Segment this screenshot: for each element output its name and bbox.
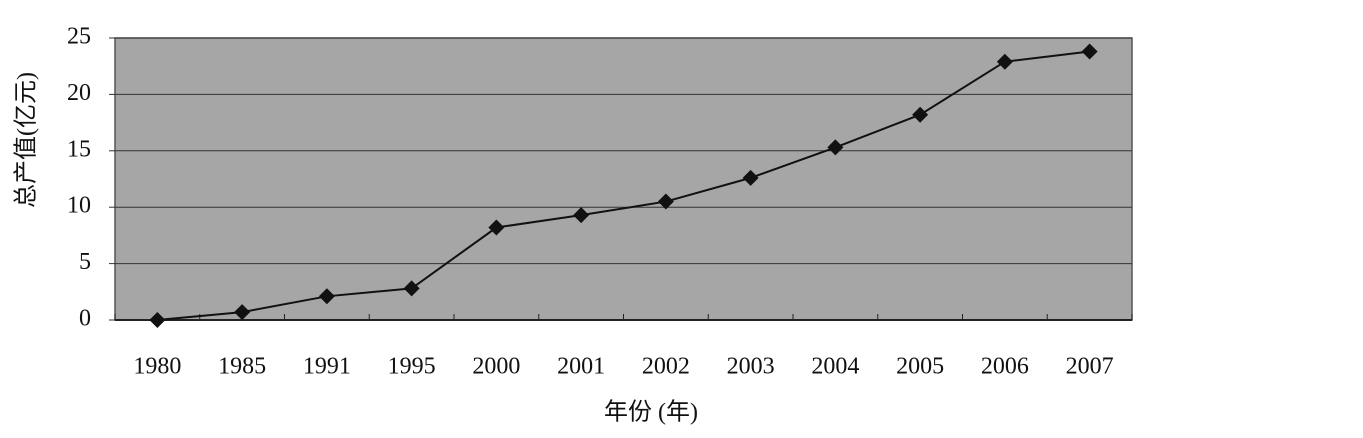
marker xyxy=(657,193,674,210)
marker xyxy=(403,280,420,297)
x-tick-label: 2007 xyxy=(1066,354,1114,380)
x-tick-label: 2002 xyxy=(642,354,690,380)
marker xyxy=(742,169,759,186)
x-tick-label: 2000 xyxy=(472,354,520,380)
line xyxy=(157,50,1090,321)
marker xyxy=(318,288,335,305)
x-tick-label: 1991 xyxy=(303,354,351,380)
plot-area xyxy=(114,37,1133,321)
y-tick-label: 25 xyxy=(67,24,91,50)
marker xyxy=(149,312,166,328)
y-tick-label: 5 xyxy=(79,249,91,275)
marker xyxy=(573,207,590,224)
y-tick-label: 10 xyxy=(67,193,91,219)
x-tick-label: 2006 xyxy=(981,354,1029,380)
y-tick-label: 15 xyxy=(67,136,91,162)
marker xyxy=(912,106,929,123)
x-axis-label: 年份 (年) xyxy=(604,399,698,426)
y-tick-label: 20 xyxy=(67,80,91,106)
marker xyxy=(488,219,505,236)
marker xyxy=(1081,43,1098,60)
marker xyxy=(996,53,1013,70)
x-tick-label: 2004 xyxy=(811,354,859,380)
marker xyxy=(234,304,251,321)
x-tick-label: 2005 xyxy=(896,354,944,380)
x-tick-label: 2001 xyxy=(557,354,605,380)
y-axis-label: 总产值(亿元) xyxy=(13,72,40,208)
marker xyxy=(827,139,844,156)
x-tick-label: 1980 xyxy=(133,354,181,380)
x-tick-label: 2003 xyxy=(727,354,775,380)
y-tick-label: 0 xyxy=(79,306,91,332)
x-tick-label: 1995 xyxy=(388,354,436,380)
x-tick-label: 1985 xyxy=(218,354,266,380)
